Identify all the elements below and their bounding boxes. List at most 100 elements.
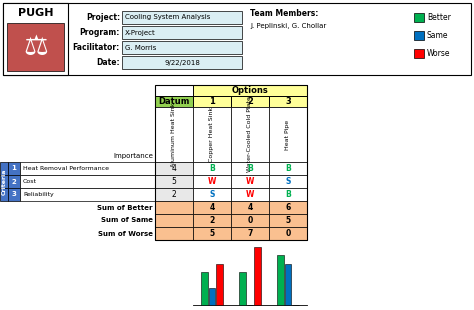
Bar	[193, 214, 231, 227]
Bar	[20, 188, 155, 201]
Text: 1: 1	[209, 97, 215, 106]
Bar	[3, 3, 68, 75]
Text: 5: 5	[210, 229, 215, 238]
Text: Cost: Cost	[23, 179, 37, 184]
Bar	[7, 23, 64, 71]
Text: Cooling System Analysis: Cooling System Analysis	[125, 15, 210, 20]
Text: 0: 0	[285, 229, 291, 238]
Text: 3: 3	[285, 97, 291, 106]
Text: Project:: Project:	[86, 13, 120, 22]
Text: 5: 5	[285, 216, 291, 225]
Text: Facilitator:: Facilitator:	[73, 43, 120, 52]
Bar	[155, 227, 193, 240]
Text: B: B	[285, 164, 291, 173]
Text: G. Morris: G. Morris	[125, 45, 156, 51]
Text: B: B	[247, 164, 253, 173]
Bar	[201, 272, 208, 305]
Bar	[414, 13, 424, 22]
Bar	[269, 107, 307, 162]
Bar	[155, 175, 193, 188]
Text: Datum: Datum	[158, 97, 190, 106]
Text: 9/22/2018: 9/22/2018	[164, 60, 200, 65]
Text: Reliability: Reliability	[23, 192, 54, 197]
Text: Heat Removal Performance: Heat Removal Performance	[23, 166, 109, 171]
Bar	[269, 188, 307, 201]
Text: Program:: Program:	[80, 28, 120, 37]
Bar	[8, 175, 20, 188]
Text: 2: 2	[247, 97, 253, 106]
Bar	[284, 264, 292, 305]
Bar	[231, 201, 269, 214]
Text: X-Project: X-Project	[125, 29, 156, 36]
Bar	[3, 3, 471, 75]
Bar	[231, 188, 269, 201]
Bar	[193, 85, 307, 96]
Bar	[0, 162, 8, 175]
Bar	[193, 96, 231, 107]
Bar	[122, 41, 242, 54]
Text: 4: 4	[172, 164, 176, 173]
Bar	[193, 188, 231, 201]
Bar	[8, 188, 20, 201]
Bar	[155, 214, 193, 227]
Bar	[231, 214, 269, 227]
Bar	[193, 162, 231, 175]
Bar	[20, 162, 155, 175]
Text: 2: 2	[172, 190, 176, 199]
Text: Copper Heat Sink: Copper Heat Sink	[210, 107, 215, 162]
Bar	[216, 264, 223, 305]
Text: Water-Cooled Cold Plate: Water-Cooled Cold Plate	[247, 96, 253, 172]
Bar	[239, 272, 246, 305]
Text: Criteria: Criteria	[1, 168, 7, 195]
Bar	[193, 227, 231, 240]
Text: B: B	[285, 190, 291, 199]
Text: Heat Pipe: Heat Pipe	[285, 119, 291, 149]
Text: 6: 6	[285, 203, 291, 212]
Bar	[193, 107, 231, 162]
Text: Same: Same	[427, 31, 448, 40]
Text: 3: 3	[11, 192, 17, 197]
Text: 7: 7	[247, 229, 253, 238]
Text: W: W	[246, 177, 254, 186]
Bar	[193, 175, 231, 188]
Bar	[0, 175, 8, 188]
Bar	[231, 227, 269, 240]
Bar	[155, 162, 193, 175]
Bar	[254, 247, 261, 305]
Text: W: W	[208, 177, 216, 186]
Bar	[414, 31, 424, 40]
Text: Importance: Importance	[113, 153, 153, 159]
Bar	[20, 175, 155, 188]
Bar	[122, 11, 242, 24]
Text: Aluminum Heat Sink: Aluminum Heat Sink	[172, 102, 176, 167]
Bar	[209, 288, 216, 305]
Bar	[155, 188, 193, 201]
Bar	[155, 96, 193, 107]
Text: 0: 0	[247, 216, 253, 225]
Text: 4: 4	[247, 203, 253, 212]
Bar	[269, 162, 307, 175]
Text: B: B	[209, 164, 215, 173]
Text: Sum of Worse: Sum of Worse	[98, 231, 153, 237]
Bar	[8, 162, 20, 175]
Text: 1: 1	[11, 166, 17, 171]
Bar	[231, 162, 269, 175]
Bar	[269, 175, 307, 188]
Text: Better: Better	[427, 13, 451, 22]
Bar	[269, 214, 307, 227]
Text: Options: Options	[232, 86, 268, 95]
Bar	[231, 107, 269, 162]
Bar	[155, 107, 193, 162]
Bar	[122, 26, 242, 39]
Text: Sum of Same: Sum of Same	[101, 218, 153, 224]
Text: Team Members:: Team Members:	[250, 8, 319, 17]
Bar	[0, 188, 8, 201]
Text: S: S	[210, 190, 215, 199]
Bar	[414, 49, 424, 58]
Text: S: S	[285, 177, 291, 186]
Text: PUGH: PUGH	[18, 8, 53, 18]
Bar	[231, 175, 269, 188]
Text: 4: 4	[210, 203, 215, 212]
Text: Worse: Worse	[427, 49, 450, 58]
Text: 5: 5	[172, 177, 176, 186]
